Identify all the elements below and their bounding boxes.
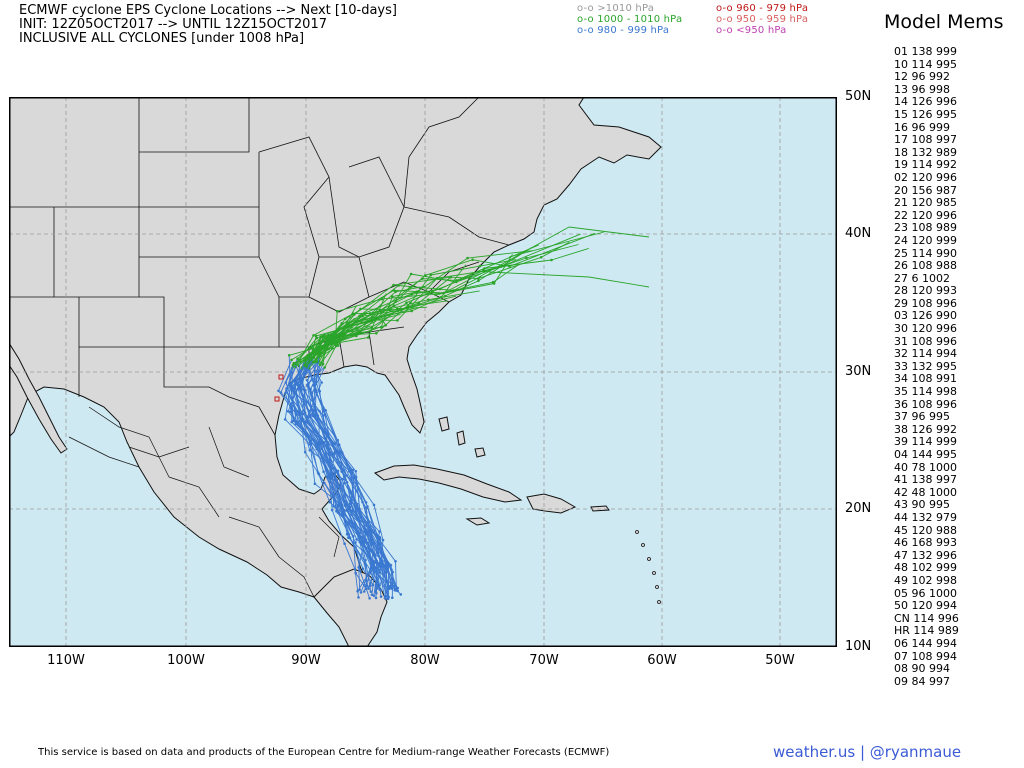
legend-1000-1010: o-o 1000 - 1010 hPa xyxy=(577,14,683,25)
member-item: 44 132 979 xyxy=(894,510,957,524)
lat-label-10n: 10N xyxy=(845,639,872,654)
member-item: 30 120 996 xyxy=(894,322,957,336)
member-item: 12 96 992 xyxy=(894,70,950,84)
member-item: 46 168 993 xyxy=(894,536,957,550)
member-item: 48 102 999 xyxy=(894,561,957,575)
cuba xyxy=(373,464,523,503)
bahamas xyxy=(438,416,486,458)
member-item: 35 114 998 xyxy=(894,385,957,399)
member-item: HR 114 989 xyxy=(894,624,959,638)
lon-label-60w: 60W xyxy=(647,653,677,668)
lon-label-50w: 50W xyxy=(765,653,795,668)
member-item: 37 96 995 xyxy=(894,410,950,424)
member-item: 20 156 987 xyxy=(894,183,957,197)
puerto-rico xyxy=(590,505,610,512)
init-period: INIT: 12Z05OCT2017 --> UNTIL 12Z15OCT201… xyxy=(19,17,327,32)
member-item: 49 102 998 xyxy=(894,573,957,587)
member-item: 45 120 988 xyxy=(894,523,957,537)
member-item: 34 108 991 xyxy=(894,372,957,386)
member-item: 02 120 996 xyxy=(894,170,957,184)
legend-below-950: o-o <950 hPa xyxy=(716,25,787,36)
lat-label-40n: 40N xyxy=(845,226,872,241)
track-map xyxy=(9,97,837,647)
member-item: 06 144 994 xyxy=(894,636,957,650)
member-item: 04 144 995 xyxy=(894,448,957,461)
member-item: 01 138 999 xyxy=(894,45,957,58)
member-item: 15 126 995 xyxy=(894,107,957,121)
member-item: 17 108 997 xyxy=(894,133,957,147)
lat-label-20n: 20N xyxy=(845,501,872,516)
members-title: Model Mems xyxy=(884,11,1004,33)
lesser-antilles xyxy=(635,530,661,604)
member-item: 33 132 995 xyxy=(894,359,957,373)
baja-california xyxy=(9,342,68,454)
member-item: 50 120 994 xyxy=(894,599,957,613)
member-item: 41 138 997 xyxy=(894,473,957,487)
member-item: 21 120 985 xyxy=(894,196,957,210)
member-item: 28 120 993 xyxy=(894,284,957,298)
jamaica xyxy=(465,517,491,526)
member-item: 43 90 995 xyxy=(894,498,950,512)
member-item: 18 132 989 xyxy=(894,145,957,159)
lon-label-110w: 110W xyxy=(47,653,85,668)
member-item: 07 108 994 xyxy=(894,649,957,663)
member-item: 22 120 996 xyxy=(894,208,957,222)
cyclone-tracks xyxy=(274,226,650,601)
member-item: 27 6 1002 xyxy=(894,271,950,285)
lat-label-30n: 30N xyxy=(845,364,872,379)
member-item: 32 114 994 xyxy=(894,347,957,361)
map-title: ECMWF cyclone EPS Cyclone Locations --> … xyxy=(19,3,397,18)
legend-960-979: o-o 960 - 979 hPa xyxy=(716,3,809,14)
member-item: 26 108 988 xyxy=(894,259,957,273)
member-item: 23 108 989 xyxy=(894,221,957,235)
state-borders xyxy=(9,97,510,436)
lon-label-70w: 70W xyxy=(529,653,559,668)
member-item: 38 126 992 xyxy=(894,422,957,436)
members-list: 01 138 999 10 114 995 12 96 992 13 96 998 14… xyxy=(894,45,959,688)
lon-label-90w: 90W xyxy=(291,653,321,668)
lon-label-100w: 100W xyxy=(167,653,205,668)
legend-above-1010: o-o >1010 hPa xyxy=(577,3,655,14)
member-item: 10 114 995 xyxy=(894,57,957,71)
member-item: 03 126 990 xyxy=(894,309,957,323)
legend-980-999: o-o 980 - 999 hPa xyxy=(577,25,670,36)
brand-link[interactable]: weather.us | @ryanmaue xyxy=(773,743,962,761)
member-item: 40 78 1000 xyxy=(894,460,957,474)
legend-950-959: o-o 950 - 959 hPa xyxy=(716,14,809,25)
member-item: 42 48 1000 xyxy=(894,485,957,499)
member-item: 05 96 1000 xyxy=(894,586,957,600)
member-item: 09 84 997 xyxy=(894,674,950,688)
member-item: 19 114 992 xyxy=(894,158,957,172)
member-item: CN 114 996 xyxy=(894,611,959,625)
mexico-borders xyxy=(68,406,340,598)
member-item: 29 108 996 xyxy=(894,296,957,310)
lon-label-80w: 80W xyxy=(410,653,440,668)
member-item: 14 126 996 xyxy=(894,95,957,109)
member-item: 39 114 999 xyxy=(894,435,957,449)
member-item: 47 132 996 xyxy=(894,548,957,562)
member-item: 24 120 999 xyxy=(894,233,957,247)
member-item: 08 90 994 xyxy=(894,662,950,676)
member-item: 13 96 998 xyxy=(894,82,950,96)
ecmwf-credit: This service is based on data and produc… xyxy=(38,747,610,758)
member-item: 36 108 996 xyxy=(894,397,957,411)
lat-label-50n: 50N xyxy=(845,89,872,104)
member-item: 16 96 999 xyxy=(894,120,950,134)
cyclone-filter: INCLUSIVE ALL CYCLONES [under 1008 hPa] xyxy=(19,31,305,46)
member-item: 25 114 990 xyxy=(894,246,957,260)
member-item: 31 108 996 xyxy=(894,334,957,348)
